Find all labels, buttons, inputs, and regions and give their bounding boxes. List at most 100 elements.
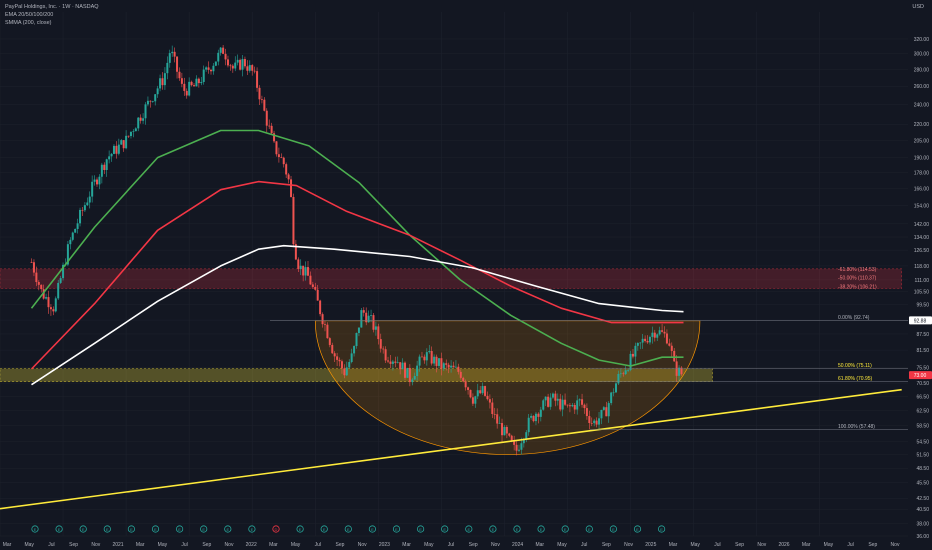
candle-body (40, 284, 43, 290)
candle-body (125, 135, 128, 149)
time-tick: May (557, 542, 567, 548)
price-tick: 190.00 (914, 156, 930, 162)
candle-body (323, 324, 326, 325)
candle-body (185, 90, 188, 96)
candle-body (256, 71, 259, 88)
time-axis[interactable]: Mar May Jul Sep Nov 2021 Mar May Jul Sep Nov 2022 Ma… (3, 542, 900, 548)
candle-body (219, 47, 222, 53)
candle-body (108, 156, 111, 160)
price-tick: 205.00 (914, 138, 930, 144)
price-tick: 75.50 (916, 366, 929, 372)
candle-body (149, 100, 152, 102)
event-marker (441, 525, 449, 533)
event-letter: E (347, 527, 350, 532)
candle-body (258, 87, 261, 100)
candle-body (309, 275, 312, 285)
price-tick: 166.00 (914, 186, 930, 192)
price-label-bg (909, 316, 932, 325)
candle-body (428, 351, 431, 353)
currency-label[interactable]: USD (912, 4, 924, 10)
candle-body (374, 326, 377, 330)
candle-body (360, 310, 363, 328)
indicator-ema-label[interactable]: EMA 20/50/100/200 (5, 12, 54, 18)
candle-body (81, 209, 84, 211)
candle-body (115, 145, 118, 154)
trendline[interactable] (0, 388, 902, 510)
time-tick: Nov (757, 542, 766, 548)
price-tick: 87.50 (916, 332, 929, 338)
candle-body (522, 439, 525, 444)
event-marker (513, 525, 521, 533)
candle-body (117, 144, 120, 154)
time-tick: Sep (735, 542, 744, 548)
candle-body (454, 366, 457, 368)
candle-body (496, 414, 499, 424)
candle-body (425, 352, 428, 361)
price-tick: 111.00 (914, 278, 929, 284)
candle-body (481, 386, 484, 394)
time-tick: Sep (602, 542, 611, 548)
candle-body (103, 164, 106, 171)
candle-body (602, 407, 605, 410)
price-tick: 178.00 (914, 170, 930, 176)
time-tick: May (158, 542, 168, 548)
candle-body (406, 368, 409, 378)
candle-body (379, 339, 382, 349)
fib-label: -61.80% (114.53) (838, 267, 877, 273)
event-letter: E (564, 527, 567, 532)
candle-body (120, 140, 123, 145)
candle-body (605, 407, 608, 417)
symbol-title[interactable]: PayPal Holdings, Inc. · 1W · NASDAQ (5, 4, 99, 10)
zones (0, 268, 902, 382)
candle-body (387, 360, 390, 362)
candle-body (340, 361, 343, 369)
candle-body (576, 400, 579, 410)
candle-body (260, 99, 263, 101)
candle-body (367, 315, 370, 323)
time-tick: Jul (448, 542, 454, 548)
event-letter: E (58, 527, 61, 532)
time-tick: May (690, 542, 700, 548)
candle-body (122, 140, 125, 149)
time-tick: 2022 (246, 542, 257, 548)
event-letter: D (275, 527, 278, 532)
candle-body (195, 78, 198, 87)
candle-body (631, 353, 634, 357)
candle-body (372, 315, 375, 330)
candle-body (304, 267, 307, 276)
indicator-smma-label[interactable]: SMMA (200, close) (5, 20, 52, 26)
time-tick: Jul (581, 542, 587, 548)
candle-body (234, 62, 237, 69)
price-tick: 70.50 (916, 381, 929, 387)
candle-body (578, 399, 581, 401)
candle-body (544, 396, 547, 401)
candle-body (49, 307, 52, 310)
candle-body (585, 408, 588, 417)
candle-body (316, 289, 319, 301)
price-tick: 81.50 (916, 348, 929, 354)
candle-body (357, 327, 360, 334)
candle-body (384, 349, 387, 361)
time-tick: 2024 (512, 542, 523, 548)
price-label-bg (909, 371, 932, 380)
event-letter: E (130, 527, 133, 532)
candle-body (139, 117, 142, 121)
candle-body (348, 362, 351, 368)
event-letter: E (540, 527, 543, 532)
candle-body (197, 78, 200, 84)
candle-body (595, 420, 598, 425)
event-letter: E (82, 527, 85, 532)
candle-body (568, 405, 571, 407)
price-axis[interactable]: 320.00 300.00 280.00 260.00 240.00 220.00 205.… (908, 0, 932, 550)
price-tick: 48.50 (916, 466, 929, 472)
fib-label: -38.20% (106.21) (838, 284, 877, 290)
candle-body (610, 392, 613, 404)
candle-body (292, 196, 295, 245)
event-marker (55, 525, 63, 533)
event-marker (272, 525, 280, 533)
candle-body (265, 110, 268, 126)
candle-body (639, 342, 642, 344)
price-label: 73.00 (914, 373, 927, 379)
event-letter: E (395, 527, 398, 532)
